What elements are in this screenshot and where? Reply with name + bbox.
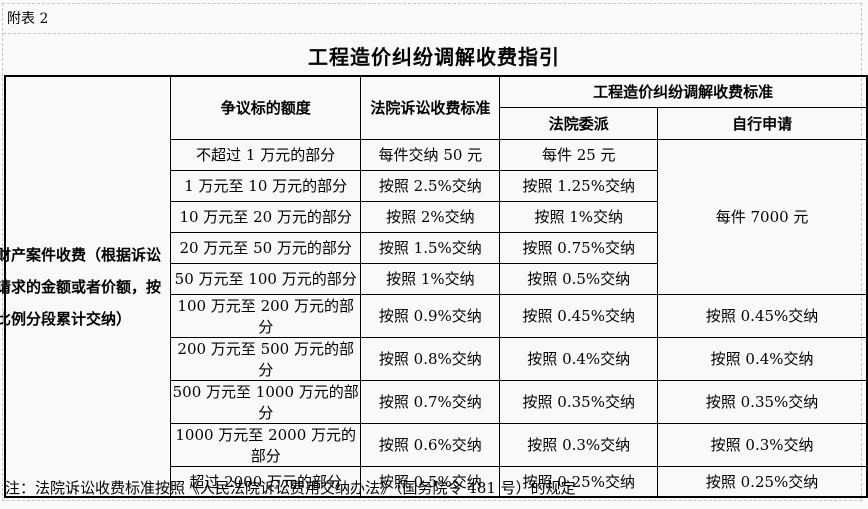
assigned-fee-cell: 按照 0.5%交纳 bbox=[499, 262, 659, 295]
attachment-label: 附表 2 bbox=[7, 11, 49, 27]
self-fee-cell: 按照 0.25%交纳 bbox=[657, 465, 868, 498]
header-row-1: 财产案件收费（根据诉讼请求的金额或者价额，按比例分段累计交纳） 争议标的额度 法… bbox=[0, 75, 868, 498]
row-group-header-cell: 财产案件收费（根据诉讼请求的金额或者价额，按比例分段累计交纳） bbox=[0, 75, 171, 498]
self-fee-merged-cell: 每件 7000 元 bbox=[657, 138, 868, 295]
range-cell: 不超过 1 万元的部分 bbox=[169, 138, 362, 171]
assigned-fee-cell: 按照 1%交纳 bbox=[499, 200, 659, 233]
range-cell: 1 万元至 10 万元的部分 bbox=[169, 169, 362, 202]
header-row-2: 法院委派 自行申请 bbox=[5, 106, 868, 140]
header-court-assigned: 法院委派 bbox=[499, 106, 659, 140]
table-row: 20 万元至 50 万元的部分 按照 1.5%交纳 按照 0.75%交纳 bbox=[5, 231, 867, 264]
page-title: 工程造价纠纷调解收费指引 bbox=[308, 45, 560, 69]
court-fee-cell: 按照 0.8%交纳 bbox=[360, 336, 501, 381]
header-court-fee: 法院诉讼收费标准 bbox=[360, 75, 501, 140]
table-row: 50 万元至 100 万元的部分 按照 1%交纳 按照 0.5%交纳 bbox=[5, 262, 867, 295]
table-row: 超过 2000 万元的部分 按照 0.5%交纳 按照 0.25%交纳 按照 0.… bbox=[5, 465, 868, 498]
table-row: 10 万元至 20 万元的部分 按照 2%交纳 按照 1%交纳 bbox=[5, 200, 867, 233]
court-fee-cell: 按照 1.5%交纳 bbox=[360, 231, 501, 264]
self-fee-cell: 按照 0.35%交纳 bbox=[657, 379, 868, 424]
range-cell: 20 万元至 50 万元的部分 bbox=[169, 231, 362, 264]
header-self-applied: 自行申请 bbox=[657, 106, 868, 140]
court-fee-cell: 按照 2.5%交纳 bbox=[360, 169, 501, 202]
court-fee-cell: 按照 0.7%交纳 bbox=[360, 379, 501, 424]
assigned-fee-cell: 按照 1.25%交纳 bbox=[499, 169, 659, 202]
court-fee-cell: 每件交纳 50 元 bbox=[360, 138, 501, 171]
self-fee-cell: 按照 0.4%交纳 bbox=[657, 336, 868, 381]
assigned-fee-cell: 按照 0.4%交纳 bbox=[499, 336, 659, 381]
court-fee-cell: 按照 0.5%交纳 bbox=[360, 465, 501, 498]
footnote: 注：法院诉讼收费标准按照《人民法院诉讼费用交纳办法》（国务院令 481 号）的规… bbox=[5, 479, 576, 497]
text-boundary-separator bbox=[3, 33, 863, 34]
range-cell: 超过 2000 万元的部分 bbox=[169, 465, 362, 498]
range-cell: 1000 万元至 2000 万元的部分 bbox=[169, 422, 362, 467]
fee-guideline-table: 财产案件收费（根据诉讼请求的金额或者价额，按比例分段累计交纳） 争议标的额度 法… bbox=[0, 75, 868, 498]
assigned-fee-cell: 每件 25 元 bbox=[499, 138, 659, 171]
court-fee-cell: 按照 1%交纳 bbox=[360, 262, 501, 295]
table-row: 1000 万元至 2000 万元的部分 按照 0.6%交纳 按照 0.3%交纳 … bbox=[5, 422, 868, 467]
table-row: 不超过 1 万元的部分 每件交纳 50 元 每件 25 元 每件 7000 元 bbox=[5, 138, 868, 295]
header-dispute-amount: 争议标的额度 bbox=[169, 75, 362, 140]
row-group-header-text: 财产案件收费（根据诉讼请求的金额或者价额，按比例分段累计交纳） bbox=[0, 245, 162, 328]
assigned-fee-cell: 按照 0.75%交纳 bbox=[499, 231, 659, 264]
table-row: 1 万元至 10 万元的部分 按照 2.5%交纳 按照 1.25%交纳 bbox=[5, 169, 867, 202]
court-fee-cell: 按照 2%交纳 bbox=[360, 200, 501, 233]
table-row: 100 万元至 200 万元的部分 按照 0.9%交纳 按照 0.45%交纳 按… bbox=[5, 293, 868, 338]
range-cell: 500 万元至 1000 万元的部分 bbox=[169, 379, 362, 424]
range-cell: 10 万元至 20 万元的部分 bbox=[169, 200, 362, 233]
range-cell: 200 万元至 500 万元的部分 bbox=[169, 336, 362, 381]
assigned-fee-cell: 按照 0.45%交纳 bbox=[499, 293, 659, 338]
court-fee-cell: 按照 0.9%交纳 bbox=[360, 293, 501, 338]
self-fee-cell: 按照 0.3%交纳 bbox=[657, 422, 868, 467]
assigned-fee-cell: 按照 0.3%交纳 bbox=[499, 422, 659, 467]
range-cell: 100 万元至 200 万元的部分 bbox=[169, 293, 362, 338]
range-cell: 50 万元至 100 万元的部分 bbox=[169, 262, 362, 295]
court-fee-cell: 按照 0.6%交纳 bbox=[360, 422, 501, 467]
assigned-fee-cell: 按照 0.35%交纳 bbox=[499, 379, 659, 424]
header-mediation-group: 工程造价纠纷调解收费标准 bbox=[499, 75, 868, 108]
self-fee-cell: 按照 0.45%交纳 bbox=[657, 293, 868, 338]
